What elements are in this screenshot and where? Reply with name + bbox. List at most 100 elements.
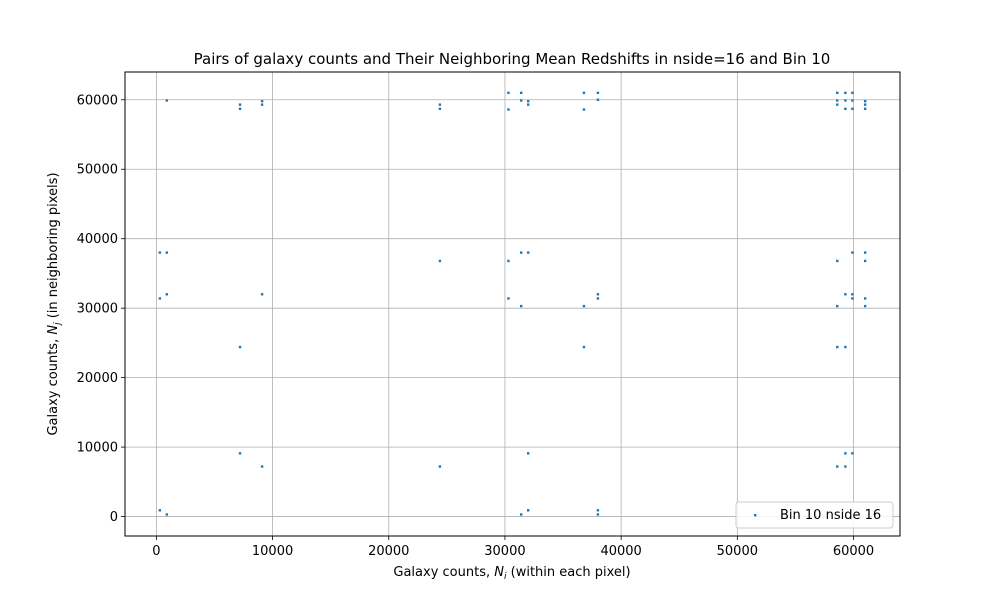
- x-tick-label: 40000: [600, 544, 641, 559]
- data-point: [158, 509, 162, 512]
- data-point: [582, 91, 586, 95]
- data-point: [863, 259, 867, 263]
- data-point: [526, 452, 530, 455]
- legend-label: Bin 10 nside 16: [780, 508, 881, 523]
- grid-lines: [125, 72, 900, 536]
- data-point: [836, 103, 839, 106]
- data-point: [596, 91, 600, 95]
- data-point: [836, 99, 839, 102]
- data-points: [158, 91, 867, 516]
- y-tick-label: 20000: [77, 371, 118, 386]
- data-point: [844, 99, 847, 102]
- data-point: [844, 107, 847, 111]
- data-point: [438, 107, 442, 111]
- data-point: [526, 99, 530, 103]
- data-point: [836, 465, 839, 468]
- data-point: [526, 251, 530, 254]
- y-axis-label-subscript: j: [53, 322, 63, 327]
- y-axis-ticks: 0 10000 20000 30000 40000 50000 60000: [77, 93, 125, 525]
- y-tick-label: 30000: [77, 302, 118, 317]
- y-axis-label-symbol: N: [46, 325, 61, 335]
- x-tick-label: 30000: [484, 544, 525, 559]
- data-point: [260, 103, 264, 106]
- y-tick-label: 50000: [77, 163, 118, 178]
- data-point: [582, 108, 586, 111]
- x-tick-label: 10000: [252, 544, 293, 559]
- data-point: [158, 297, 162, 300]
- data-point: [260, 99, 264, 103]
- legend-marker: [754, 514, 757, 517]
- data-point: [526, 103, 530, 106]
- data-point: [596, 98, 600, 101]
- data-point: [863, 297, 867, 300]
- data-point: [851, 452, 854, 455]
- data-point: [851, 107, 854, 111]
- data-point: [863, 99, 867, 103]
- data-point: [507, 91, 510, 95]
- data-point: [863, 304, 867, 308]
- x-axis-label: Galaxy counts, Ni (within each pixel): [393, 565, 630, 582]
- y-tick-label: 0: [110, 510, 118, 525]
- data-point: [851, 91, 854, 95]
- data-point: [520, 304, 523, 308]
- y-axis-label-suffix: (in neighboring pixels): [46, 172, 61, 322]
- data-point: [238, 452, 242, 455]
- y-tick-label: 10000: [77, 441, 118, 456]
- data-point: [836, 259, 839, 263]
- y-axis-label: Galaxy counts, Nj (in neighboring pixels…: [46, 172, 63, 435]
- data-point: [507, 297, 510, 300]
- data-point: [582, 304, 586, 308]
- data-point: [158, 251, 162, 254]
- data-point: [844, 293, 847, 296]
- legend: Bin 10 nside 16: [735, 501, 894, 529]
- x-axis-ticks: 0 10000 20000 30000 40000 50000 60000: [152, 536, 874, 559]
- data-point: [863, 251, 867, 254]
- x-tick-label: 60000: [833, 544, 874, 559]
- chart-title: Pairs of galaxy counts and Their Neighbo…: [194, 50, 831, 68]
- data-point: [520, 91, 523, 95]
- plot-frame: [124, 71, 901, 537]
- data-point: [238, 103, 242, 106]
- data-point: [260, 465, 264, 468]
- data-point: [836, 91, 839, 95]
- data-point: [165, 99, 169, 102]
- data-point: [596, 509, 600, 512]
- data-point: [507, 108, 510, 111]
- x-axis-label-suffix: (within each pixel): [507, 565, 631, 580]
- data-point: [438, 259, 442, 263]
- data-point: [851, 293, 854, 296]
- data-point: [851, 297, 854, 300]
- data-point: [844, 91, 847, 95]
- x-tick-label: 20000: [368, 544, 409, 559]
- y-tick-label: 40000: [77, 232, 118, 247]
- data-point: [596, 513, 600, 516]
- data-point: [596, 293, 600, 296]
- data-point: [520, 251, 523, 254]
- data-point: [238, 107, 242, 111]
- x-tick-label: 0: [152, 544, 160, 559]
- data-point: [507, 259, 510, 263]
- data-point: [582, 345, 586, 349]
- data-point: [165, 251, 169, 254]
- data-point: [596, 297, 600, 300]
- plot-area: [125, 72, 900, 536]
- data-point: [836, 345, 839, 349]
- data-point: [851, 251, 854, 254]
- data-point: [520, 99, 523, 102]
- data-point: [238, 345, 242, 349]
- x-axis-label-prefix: Galaxy counts,: [393, 565, 494, 580]
- data-point: [844, 465, 847, 468]
- data-point: [165, 293, 169, 296]
- data-point: [836, 304, 839, 308]
- data-point: [165, 513, 169, 516]
- data-point: [863, 107, 867, 111]
- data-point: [438, 465, 442, 468]
- data-point: [260, 293, 264, 296]
- data-point: [438, 103, 442, 106]
- y-axis-label-prefix: Galaxy counts,: [46, 335, 61, 436]
- legend-box: [735, 501, 894, 529]
- x-axis-label-subscript: i: [504, 572, 507, 582]
- data-point: [526, 509, 530, 512]
- x-axis-label-symbol: N: [494, 565, 504, 580]
